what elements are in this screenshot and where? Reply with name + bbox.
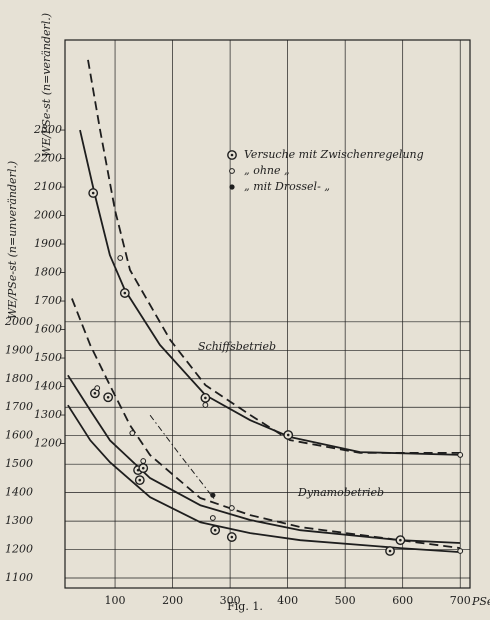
- y2-tick-label: 1500: [34, 351, 62, 364]
- point-center: [399, 538, 402, 542]
- y-tick-label: 1900: [5, 343, 33, 356]
- y-tick-label: 1500: [5, 457, 33, 470]
- y2-tick-label: 1700: [34, 294, 62, 307]
- point: [94, 385, 101, 392]
- y2-tick-label: 1900: [34, 237, 62, 250]
- y2-tick-label: 2200: [33, 152, 62, 165]
- y-tick-label: 1400: [5, 486, 33, 499]
- y2-tick-label: 1800: [34, 266, 62, 279]
- curve: [149, 414, 216, 501]
- y2-tick-label: 2000: [33, 209, 62, 222]
- point-center: [138, 478, 142, 482]
- x-tick-label: 300: [220, 594, 241, 607]
- x-tick-label: 200: [162, 594, 183, 607]
- legend-marker: [230, 153, 234, 157]
- legend-label: „ ohne „: [244, 164, 290, 177]
- plot-frame: [64, 39, 471, 589]
- y-tick-label: 1600: [5, 429, 33, 442]
- y2-tick-label: 1600: [34, 323, 62, 336]
- y2-tick-label: 2300: [33, 123, 62, 136]
- point-center: [388, 549, 392, 553]
- curve: [67, 374, 461, 544]
- point-center: [93, 391, 97, 395]
- curve: [71, 298, 461, 549]
- y-tick-label: 2000: [4, 315, 33, 328]
- point: [202, 402, 209, 408]
- y2-axis-label: WE/PSe-st (n=veränderl.): [40, 13, 53, 157]
- y-tick-label: 1200: [5, 543, 33, 556]
- point-center: [230, 535, 234, 539]
- caption: Fig. 1.: [227, 600, 263, 613]
- x-axis-label: PSe: [471, 595, 490, 608]
- point-center: [106, 395, 110, 399]
- y-tick-label: 1300: [5, 514, 33, 527]
- x-tick-label: 100: [105, 594, 126, 607]
- point: [228, 505, 235, 511]
- curve: [79, 129, 461, 456]
- curve: [67, 404, 461, 553]
- point: [457, 548, 464, 554]
- y-tick-label: 1800: [5, 372, 33, 385]
- y-axis-label: WE/PSe-st (n=unveränderl.): [6, 161, 19, 319]
- y-tick-label: 1100: [5, 571, 33, 584]
- point-center: [123, 291, 127, 295]
- point-center: [141, 466, 145, 470]
- annotation: Schiffsbetrieb: [198, 340, 276, 353]
- y2-tick-label: 1300: [34, 408, 62, 421]
- y-tick-label: 1700: [5, 400, 33, 413]
- curve: [87, 59, 461, 454]
- point-center: [204, 396, 207, 400]
- point-center: [286, 433, 290, 437]
- point: [209, 515, 216, 521]
- point-center: [91, 191, 95, 195]
- point: [117, 255, 124, 261]
- point: [210, 492, 216, 498]
- legend-marker: [229, 184, 235, 190]
- y2-tick-label: 1200: [34, 437, 62, 450]
- x-tick-label: 400: [277, 594, 298, 607]
- legend-label: Versuche mit Zwischenregelung: [244, 148, 424, 161]
- legend-label: „ mit Drossel- „: [244, 180, 330, 193]
- point: [457, 452, 464, 458]
- x-tick-label: 700: [450, 594, 471, 607]
- y2-tick-label: 1400: [34, 380, 62, 393]
- x-tick-label: 500: [335, 594, 356, 607]
- point: [140, 458, 147, 464]
- point-center: [213, 528, 217, 532]
- x-tick-label: 600: [392, 594, 413, 607]
- point: [129, 430, 136, 437]
- y2-tick-label: 2100: [33, 180, 62, 193]
- legend-marker: [229, 168, 235, 174]
